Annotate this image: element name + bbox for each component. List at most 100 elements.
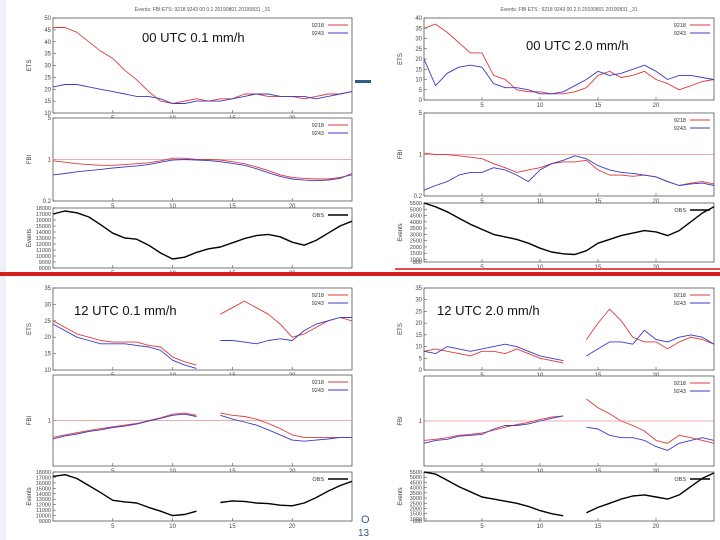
tl-fbi-xtick-label: 20 bbox=[289, 204, 296, 210]
bl-fbi-ytick-label: 1 bbox=[48, 419, 52, 425]
br-ets-ytick-label: 20 bbox=[415, 321, 422, 327]
tr-ets-ytick-label: 5 bbox=[419, 88, 423, 94]
bl-ev-ylabel: Events bbox=[27, 487, 33, 505]
tr-ets-ylabel: ETS bbox=[398, 53, 404, 65]
separator-line-red bbox=[0, 272, 720, 276]
tr-fbi-xtick-label: 15 bbox=[595, 199, 602, 205]
bl-ev-xtick-label: 20 bbox=[289, 524, 296, 530]
tr-ets-xtick-label: 20 bbox=[653, 103, 660, 109]
br-ev-series-OBS bbox=[423, 471, 564, 517]
br-fbi-ytick-label: 1 bbox=[419, 419, 423, 425]
tl-ets-ytick-label: 20 bbox=[44, 87, 51, 93]
tr-ets-series-9243 bbox=[423, 58, 715, 95]
tl-ets-ytick-label: 25 bbox=[44, 75, 51, 81]
tl-ev-ytick-label: 9000 bbox=[39, 260, 51, 266]
tl-fbi-series-9218 bbox=[52, 157, 353, 180]
tl-ev-ytick-label: 14000 bbox=[36, 230, 51, 236]
br-fbi-series-9218 bbox=[586, 398, 715, 444]
tl-ev-ytick-label: 11000 bbox=[36, 248, 51, 254]
tl-ets-legend-label: 9243 bbox=[312, 31, 324, 37]
tr-fbi-xtick-label: 5 bbox=[480, 199, 484, 205]
bl-ev-series-OBS bbox=[52, 474, 197, 517]
bl-ev-ytick-label: 16000 bbox=[36, 481, 51, 487]
tl-ets-legend-label: 9218 bbox=[312, 23, 324, 29]
tl-fbi-ytick-label: 0.2 bbox=[43, 199, 52, 205]
tr-ets-ytick-label: 20 bbox=[415, 57, 422, 63]
annotation-00utc-0-1: 00 UTC 0.1 mm/h bbox=[140, 30, 247, 45]
bl-fbi-series-9218 bbox=[220, 412, 352, 438]
tr-ev-ytick-label: 2000 bbox=[410, 245, 422, 251]
bl-ev-ytick-label: 14000 bbox=[36, 492, 51, 498]
bl-ev-ytick-label: 10000 bbox=[36, 514, 51, 520]
br-ev-ylabel: Events bbox=[398, 487, 404, 505]
bl-ets-ytick-label: 20 bbox=[44, 335, 51, 341]
bl-ev-legend-label: OBS bbox=[312, 477, 324, 483]
tr-fbi-legend-label: 9243 bbox=[674, 126, 686, 132]
br-ev-ytick-label: 1000 bbox=[410, 517, 422, 523]
bl-ets-ytick-label: 15 bbox=[44, 352, 51, 358]
br-ev-xtick-label: 15 bbox=[595, 524, 602, 530]
tr-ets-xtick-label: 5 bbox=[480, 103, 484, 109]
tl-ev-ytick-label: 16000 bbox=[36, 218, 51, 224]
background-band-left bbox=[0, 0, 6, 540]
tr-ev-ytick-label: 4500 bbox=[410, 214, 422, 220]
br-ets-series-9243 bbox=[586, 329, 715, 357]
br-ev-ytick-label: 5000 bbox=[410, 475, 422, 481]
bl-ev-ytick-label: 9000 bbox=[39, 519, 51, 525]
tr-ets-ytick-label: 40 bbox=[415, 16, 422, 22]
tr-ets-ytick-label: 15 bbox=[415, 67, 422, 73]
bl-ev-frame bbox=[52, 471, 353, 522]
tl-ets-ytick-label: 30 bbox=[44, 64, 51, 70]
bl-ev-ytick-label: 17000 bbox=[36, 475, 51, 481]
tl-fbi-xtick-label: 10 bbox=[169, 204, 176, 210]
tl-ev-series-OBS bbox=[52, 210, 353, 260]
tl-ets-ytick-label: 10 bbox=[44, 111, 51, 117]
bl-ets-legend-label: 9218 bbox=[312, 293, 324, 299]
tr-fbi-legend-label: 9218 bbox=[674, 118, 686, 124]
tr-ets-series-9218 bbox=[423, 23, 715, 95]
fragment-number: 13 bbox=[358, 528, 370, 539]
br-ets-ytick-label: 25 bbox=[415, 309, 422, 315]
tr-fbi-ytick-label: 0.2 bbox=[414, 194, 423, 200]
tr-ev-ytick-label: 800 bbox=[413, 260, 422, 266]
bl-fbi-series-9218 bbox=[52, 412, 197, 438]
br-ev-ytick-label: 4500 bbox=[410, 480, 422, 486]
bl-ev-xtick-label: 5 bbox=[111, 524, 115, 530]
bl-ev-ytick-label: 15000 bbox=[36, 486, 51, 492]
tr-ev-series-OBS bbox=[423, 202, 715, 256]
br-ev-xtick-label: 5 bbox=[480, 524, 484, 530]
br-ev-ytick-label: 2000 bbox=[410, 506, 422, 512]
tr-ets-ytick-label: 25 bbox=[415, 47, 422, 53]
tr-ets-ytick-label: 30 bbox=[415, 37, 422, 43]
bl-ets-ylabel: ETS bbox=[27, 323, 33, 335]
tl-fbi-xtick-label: 5 bbox=[111, 204, 115, 210]
tr-ets-frame bbox=[423, 17, 715, 101]
tl-ev-ytick-label: 12000 bbox=[36, 242, 51, 248]
tr-fbi-xtick-label: 20 bbox=[653, 199, 660, 205]
bl-ets-legend-label: 9243 bbox=[312, 301, 324, 307]
tl-fbi-ylabel: FBI bbox=[27, 155, 33, 165]
bl-ev-ytick-label: 18000 bbox=[36, 470, 51, 476]
bl-fbi-legend-label: 9243 bbox=[312, 388, 324, 394]
tr-fbi-series-9243 bbox=[423, 155, 715, 191]
br-fbi-series-9243 bbox=[423, 415, 564, 444]
bl-fbi-ylabel: FBI bbox=[27, 416, 33, 426]
br-ev-ytick-label: 1500 bbox=[410, 512, 422, 518]
br-fbi-series-9243 bbox=[586, 426, 715, 451]
annotation-12utc-2-0: 12 UTC 2.0 mm/h bbox=[435, 303, 542, 318]
br-ets-ytick-label: 10 bbox=[415, 345, 422, 351]
tr-ets-legend-label: 9218 bbox=[674, 23, 686, 29]
annotation-00utc-2-0: 00 UTC 2.0 mm/h bbox=[524, 38, 631, 53]
br-ets-ytick-label: 30 bbox=[415, 298, 422, 304]
tr-ets-ytick-label: 10 bbox=[415, 78, 422, 84]
tl-ets-ytick-label: 35 bbox=[44, 52, 51, 58]
bl-ets-ytick-label: 10 bbox=[44, 368, 51, 374]
bl-ev-xtick-label: 10 bbox=[169, 524, 176, 530]
br-ets-ylabel: ETS bbox=[398, 323, 404, 335]
tl-ev-ytick-label: 15000 bbox=[36, 224, 51, 230]
tl-ev-ytick-label: 18000 bbox=[36, 206, 51, 212]
tr-ev-legend-label: OBS bbox=[674, 208, 686, 214]
tr-fbi-ylabel: FBI bbox=[398, 150, 404, 160]
bl-ev-ytick-label: 11000 bbox=[36, 508, 51, 514]
annotation-12utc-0-1: 12 UTC 0.1 mm/h bbox=[72, 303, 179, 318]
